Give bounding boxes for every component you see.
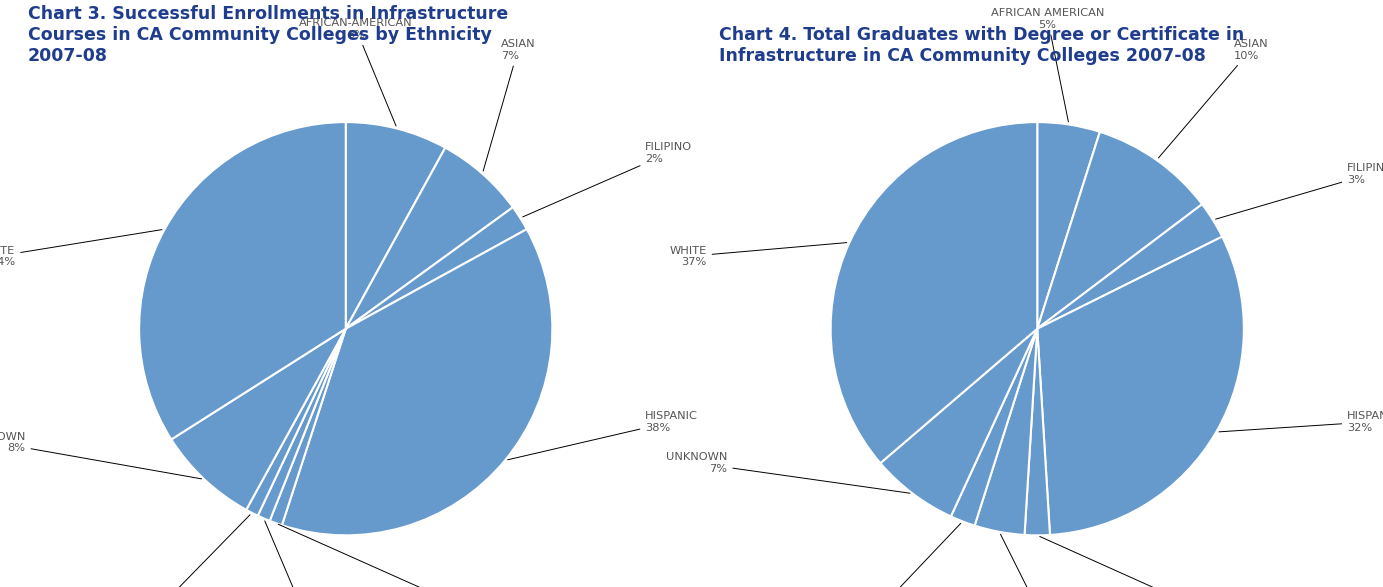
Text: FILIPINO
2%: FILIPINO 2% <box>523 142 693 217</box>
Text: PACIFIC ISLANDER
1%: PACIFIC ISLANDER 1% <box>87 515 250 587</box>
Wedge shape <box>246 329 346 515</box>
Wedge shape <box>346 122 445 329</box>
Text: Chart 4. Total Graduates with Degree or Certificate in
Infrastructure in CA Comm: Chart 4. Total Graduates with Degree or … <box>719 26 1245 65</box>
Text: ASIAN
10%: ASIAN 10% <box>1159 39 1268 158</box>
Wedge shape <box>1025 329 1050 535</box>
Text: HISPANIC
38%: HISPANIC 38% <box>508 411 698 460</box>
Text: FILIPINO
3%: FILIPINO 3% <box>1216 163 1383 219</box>
Wedge shape <box>282 229 552 535</box>
Wedge shape <box>831 122 1037 463</box>
Wedge shape <box>171 329 346 510</box>
Text: ASIAN
7%: ASIAN 7% <box>483 39 535 171</box>
Text: UNKNOWN
7%: UNKNOWN 7% <box>667 452 910 493</box>
Text: PACIFIC ISLANDER
2%: PACIFIC ISLANDER 2% <box>799 524 961 587</box>
Wedge shape <box>257 329 346 521</box>
Wedge shape <box>1037 132 1202 329</box>
Text: NATIVE AMERICAN
2%: NATIVE AMERICAN 2% <box>1040 537 1296 587</box>
Text: HISPANIC
32%: HISPANIC 32% <box>1218 411 1383 433</box>
Text: WHITE
34%: WHITE 34% <box>0 230 162 267</box>
Text: Chart 3. Successful Enrollments in Infrastructure
Courses in CA Community Colleg: Chart 3. Successful Enrollments in Infra… <box>28 5 508 65</box>
Wedge shape <box>975 329 1037 535</box>
Wedge shape <box>952 329 1037 525</box>
Text: OTHER
NON-WHITE
2%: OTHER NON-WHITE 2% <box>1000 534 1091 587</box>
Text: UNKNOWN
8%: UNKNOWN 8% <box>0 431 202 479</box>
Wedge shape <box>346 148 513 329</box>
Wedge shape <box>1037 122 1099 329</box>
Wedge shape <box>881 329 1037 517</box>
Text: WHITE
37%: WHITE 37% <box>669 242 846 267</box>
Wedge shape <box>270 329 346 525</box>
Wedge shape <box>1037 204 1223 329</box>
Wedge shape <box>346 207 527 329</box>
Text: AFRICAN AMERICAN
5%: AFRICAN AMERICAN 5% <box>990 8 1104 122</box>
Wedge shape <box>1037 237 1243 535</box>
Text: NATIVE AMERICAN
1%: NATIVE AMERICAN 1% <box>278 524 564 587</box>
Wedge shape <box>140 122 346 440</box>
Text: AFRICAN-AMERICAN
8%: AFRICAN-AMERICAN 8% <box>299 18 414 126</box>
Text: OTHER
NON-WHITE
1%: OTHER NON-WHITE 1% <box>264 521 349 587</box>
